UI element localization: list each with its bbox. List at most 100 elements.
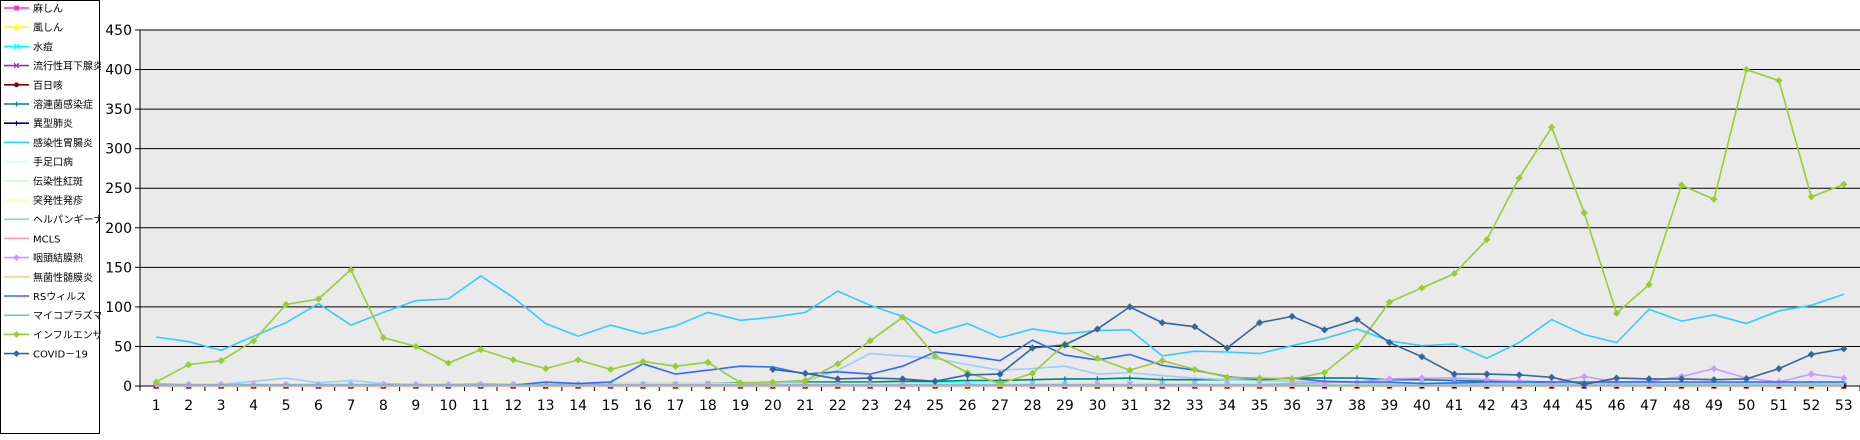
series-18-point: [1807, 350, 1815, 358]
series-17-point: [1158, 357, 1166, 365]
x-tick-label: 21: [796, 398, 814, 414]
series-17-point: [1191, 365, 1199, 373]
series-18-point: [1093, 325, 1101, 333]
legend-label: 風しん: [33, 22, 63, 34]
series-17-point: [704, 358, 712, 366]
x-tick-label: 48: [1673, 398, 1691, 414]
x-tick-label: 16: [634, 398, 652, 414]
x-tick-label: 32: [1153, 398, 1171, 414]
y-tick-label: 450: [105, 23, 132, 39]
y-tick-label: 300: [105, 142, 132, 158]
series-17-point: [671, 362, 680, 370]
series-18-point: [1515, 371, 1523, 379]
series-17-point: [1450, 270, 1458, 278]
legend-label: ヘルパンギーナ: [33, 214, 101, 226]
y-tick-label: 400: [105, 63, 132, 79]
series-17-point: [1613, 309, 1621, 317]
x-tick-label: 15: [602, 398, 620, 414]
x-tick-label: 36: [1283, 398, 1301, 414]
x-tick-label: 47: [1640, 398, 1658, 414]
series-13-point: [1807, 370, 1815, 378]
series-17-point: [1256, 374, 1264, 382]
x-tick-label: 9: [411, 398, 420, 414]
series-17-point: [866, 337, 874, 345]
legend-item: 百日咳: [4, 79, 63, 92]
series-17-point: [606, 365, 615, 373]
legend-label: MCLS: [33, 234, 61, 245]
series-17-point: [1223, 373, 1231, 381]
legend-label: 突発性発疹: [33, 194, 83, 207]
series-17-point: [1288, 375, 1296, 383]
legend-label: 流行性耳下腺炎: [33, 60, 101, 73]
series-7: [156, 275, 1845, 360]
x-tick-label: 29: [1056, 398, 1074, 414]
y-tick-label: 50: [114, 339, 132, 355]
series-18-point: [1613, 374, 1621, 382]
series-17-point: [736, 379, 744, 387]
series-17-point: [1775, 77, 1783, 85]
series-18: [769, 303, 1848, 389]
series-18-point: [1191, 323, 1199, 331]
series-17-point: [1710, 195, 1718, 203]
series-13-point: [1450, 374, 1458, 382]
series-17-point: [444, 359, 452, 367]
x-tick-label: 51: [1770, 398, 1788, 414]
series-18-line: [772, 305, 1844, 386]
legend-label: RSウィルス: [33, 291, 86, 303]
x-tick-label: 13: [537, 398, 555, 414]
legend-item: 感染性胃腸炎: [4, 136, 93, 149]
series-18-point: [1840, 345, 1848, 353]
series-13-point: [1483, 376, 1491, 384]
x-tick-label: 27: [991, 398, 1009, 414]
x-tick-label: 53: [1835, 398, 1853, 414]
series-17-point: [1385, 298, 1394, 306]
series-18-point: [899, 375, 907, 383]
series-18-point: [769, 365, 777, 373]
legend-item: 咽頭結膜熱: [4, 252, 83, 265]
x-tick-label: 38: [1348, 398, 1366, 414]
x-tick-label: 45: [1575, 398, 1593, 414]
legend-item: 水痘: [4, 40, 53, 53]
y-tick-label: 350: [105, 102, 132, 118]
legend-item: 流行性耳下腺炎: [4, 60, 103, 73]
series-17-point: [931, 352, 939, 360]
legend-item: 伝染性紅斑: [4, 175, 83, 188]
x-tick-label: 8: [379, 398, 388, 414]
x-tick-label: 52: [1802, 398, 1820, 414]
series-13-point: [1288, 380, 1296, 388]
legend-item: 風しん: [4, 22, 63, 34]
legend-swatch-marker: [13, 62, 20, 69]
x-tick-label: 3: [217, 398, 226, 414]
series-17-point: [1548, 123, 1556, 131]
x-tick-label: 40: [1413, 398, 1431, 414]
series-17-point: [996, 380, 1004, 388]
x-tick-label: 22: [829, 398, 847, 414]
x-tick-label: 43: [1510, 398, 1528, 414]
x-tick-label: 39: [1381, 398, 1399, 414]
x-tick-label: 24: [894, 398, 912, 414]
series-18-point: [1710, 376, 1718, 384]
series-18-point: [963, 371, 972, 379]
series-18-point: [1677, 375, 1686, 383]
y-tick-label: 100: [105, 300, 132, 316]
series-17-point: [1807, 193, 1815, 201]
x-tick-label: 42: [1478, 398, 1496, 414]
x-tick-label: 41: [1445, 398, 1463, 414]
x-tick-label: 44: [1543, 398, 1561, 414]
legend-label: 溶連菌感染症: [33, 98, 93, 111]
x-tick-label: 4: [249, 398, 258, 414]
series-18-point: [1645, 375, 1653, 383]
series-17-point: [1353, 342, 1361, 351]
series-18-point: [931, 377, 939, 385]
series-17-point: [1093, 354, 1101, 362]
x-tick-label: 50: [1738, 398, 1756, 414]
legend-item: 異型肺炎: [4, 117, 73, 130]
series-13-point: [1580, 372, 1588, 381]
series-18-point: [1775, 364, 1783, 373]
x-tick-label: 25: [926, 398, 944, 414]
x-tick-label: 28: [1024, 398, 1042, 414]
series-18-point: [1320, 326, 1329, 334]
series-13-point: [1840, 374, 1848, 382]
series-17-point: [574, 356, 582, 364]
